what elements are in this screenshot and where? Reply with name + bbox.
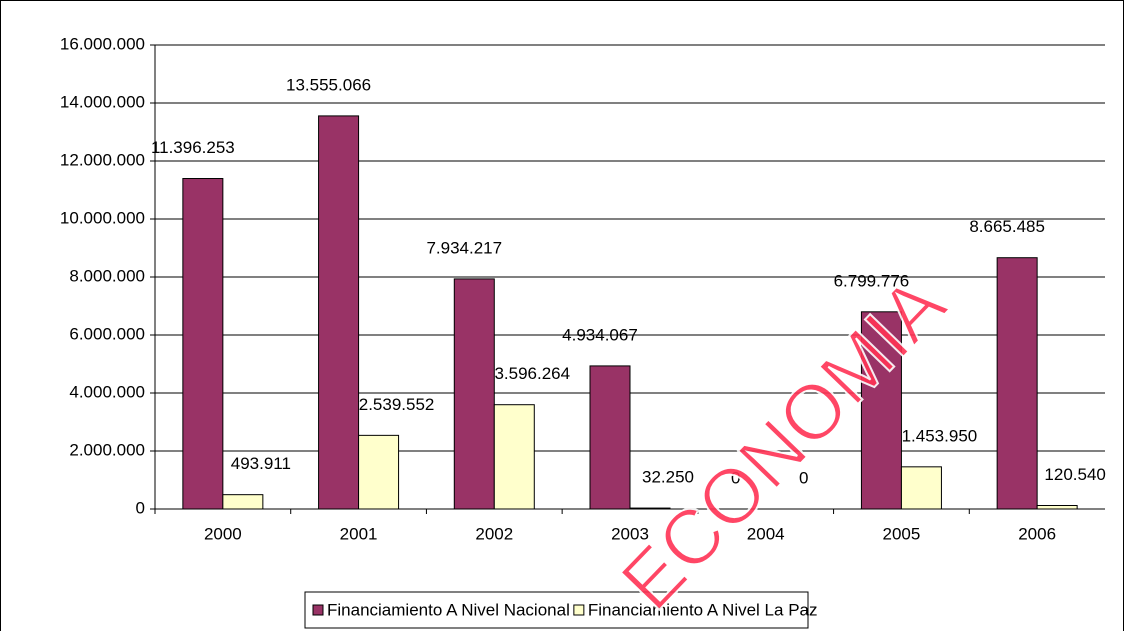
data-label: 0: [799, 468, 808, 487]
bar: [1036, 505, 1078, 510]
data-label: 4.934.067: [562, 325, 638, 344]
data-label: 3.596.264: [494, 364, 570, 383]
data-label: 0: [731, 468, 740, 487]
x-tick-label: 2002: [475, 524, 513, 543]
data-label: 8.665.485: [969, 217, 1045, 236]
bar: [453, 278, 495, 510]
bar: [860, 311, 902, 510]
bar: [222, 494, 264, 510]
x-tick-label: 2006: [1018, 524, 1056, 543]
x-tick-label: 2000: [204, 524, 242, 543]
x-tick-label: 2003: [611, 524, 649, 543]
y-tick-label: 6.000.000: [69, 324, 145, 343]
legend-swatch: [573, 604, 585, 616]
legend: Financiamiento A Nivel Nacional Financiam…: [304, 591, 818, 629]
data-label: 1.453.950: [902, 426, 978, 445]
bar: [900, 466, 942, 510]
y-tick-label: 8.000.000: [69, 266, 145, 285]
data-label: 7.934.217: [426, 238, 502, 257]
legend-box: [304, 591, 809, 629]
data-label: 13.555.066: [286, 75, 371, 94]
y-tick-label: 12.000.000: [60, 150, 145, 169]
legend-label: Financiamiento A Nivel La Paz: [588, 600, 818, 619]
y-tick-label: 2.000.000: [69, 440, 145, 459]
bar: [493, 404, 535, 510]
y-tick-label: 14.000.000: [60, 92, 145, 111]
bar: [182, 178, 224, 510]
data-label: 32.250: [642, 468, 694, 487]
data-label: 493.911: [231, 454, 291, 473]
legend-swatch: [312, 604, 324, 616]
x-tick-label: 2001: [340, 524, 378, 543]
y-tick-label: 16.000.000: [60, 34, 145, 53]
y-tick-label: 4.000.000: [69, 382, 145, 401]
y-tick-label: 10.000.000: [60, 208, 145, 227]
bar: [589, 365, 631, 510]
data-label: 2.539.552: [359, 395, 435, 414]
data-label: 120.540: [1044, 465, 1105, 484]
bar: [358, 434, 400, 510]
x-tick-label: 2005: [883, 524, 921, 543]
y-tick-label: 0: [136, 498, 145, 517]
data-label: 6.799.776: [834, 271, 910, 290]
data-label: 11.396.253: [151, 138, 235, 157]
x-tick-label: 2004: [747, 524, 785, 543]
legend-label: Financiamiento A Nivel Nacional: [327, 600, 570, 619]
bar: [629, 507, 671, 510]
bar: [318, 115, 360, 510]
bar: [996, 257, 1038, 510]
